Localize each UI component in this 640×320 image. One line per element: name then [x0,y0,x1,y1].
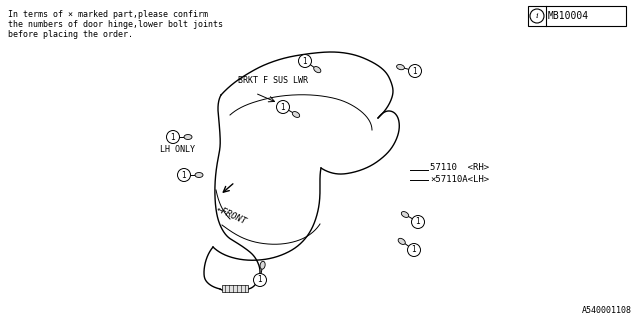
Text: ×57110A<LH>: ×57110A<LH> [430,175,489,185]
Circle shape [408,65,422,77]
Text: the numbers of door hinge,lower bolt joints: the numbers of door hinge,lower bolt joi… [8,20,223,29]
Text: 1: 1 [182,171,186,180]
Ellipse shape [397,65,404,70]
Circle shape [298,54,312,68]
Bar [222,285,248,292]
Text: In terms of × marked part,please confirm: In terms of × marked part,please confirm [8,10,208,19]
Circle shape [412,215,424,228]
Text: A540001108: A540001108 [582,306,632,315]
Text: 1: 1 [303,57,307,66]
Ellipse shape [292,112,300,117]
Ellipse shape [260,261,265,269]
Ellipse shape [314,67,321,73]
Circle shape [253,274,266,286]
Text: 1: 1 [171,132,175,141]
Text: 1: 1 [258,276,262,284]
Text: ←FRONT: ←FRONT [215,205,248,227]
FancyBboxPatch shape [528,6,626,26]
Circle shape [276,100,289,114]
Ellipse shape [184,134,192,140]
Text: MB10004: MB10004 [548,11,589,21]
Circle shape [177,169,191,181]
Text: BRKT F SUS LWR: BRKT F SUS LWR [238,76,308,85]
Text: 1: 1 [280,102,285,111]
Text: 1: 1 [415,218,420,227]
Ellipse shape [401,212,409,218]
Ellipse shape [195,172,203,178]
Circle shape [408,244,420,257]
Circle shape [166,131,179,143]
Text: 57110  <RH>: 57110 <RH> [430,164,489,172]
Text: before placing the order.: before placing the order. [8,30,133,39]
Text: 1: 1 [413,67,417,76]
Text: LH ONLY: LH ONLY [160,145,195,154]
Text: i: i [536,12,538,20]
Ellipse shape [398,238,405,244]
Circle shape [530,9,544,23]
Text: 1: 1 [412,245,417,254]
